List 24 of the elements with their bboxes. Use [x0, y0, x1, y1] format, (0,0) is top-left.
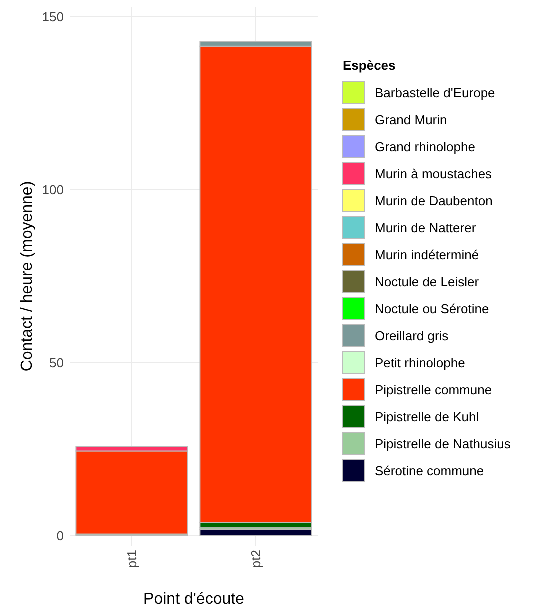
y-tick-label: 100	[42, 182, 64, 198]
legend-label: Oreillard gris	[375, 328, 450, 344]
legend-label: Barbastelle d'Europe	[375, 86, 496, 101]
x-tick-label: pt2	[248, 550, 264, 568]
legend-label: Grand rhinolophe	[375, 140, 476, 155]
legend-title: Espèces	[343, 58, 396, 73]
y-tick-label: 50	[50, 356, 64, 371]
x-axis-title: Point d'écoute	[144, 591, 245, 608]
y-axis-title: Contact / heure (moyenne)	[19, 181, 36, 372]
legend-label: Noctule de Leisler	[375, 274, 480, 290]
legend-label: Petit rhinolophe	[375, 356, 466, 371]
legend-label: Murin de Natterer	[375, 220, 477, 236]
legend-label: Murin indéterminé	[375, 248, 480, 263]
legend-label: Sérotine commune	[375, 464, 484, 479]
legend-label: Murin de Daubenton	[375, 194, 493, 209]
legend-label: Pipistrelle de Nathusius	[375, 436, 512, 452]
legend-label: Pipistrelle de Kuhl	[375, 410, 480, 425]
legend-label: Noctule ou Sérotine	[375, 302, 490, 317]
legend-label: Grand Murin	[375, 112, 448, 128]
y-tick-label: 0	[56, 528, 64, 544]
y-tick-label: 150	[42, 10, 64, 25]
legend-label: Murin à moustaches	[375, 166, 493, 182]
x-tick-label: pt1	[124, 550, 140, 568]
legend-label: Pipistrelle commune	[375, 382, 492, 398]
